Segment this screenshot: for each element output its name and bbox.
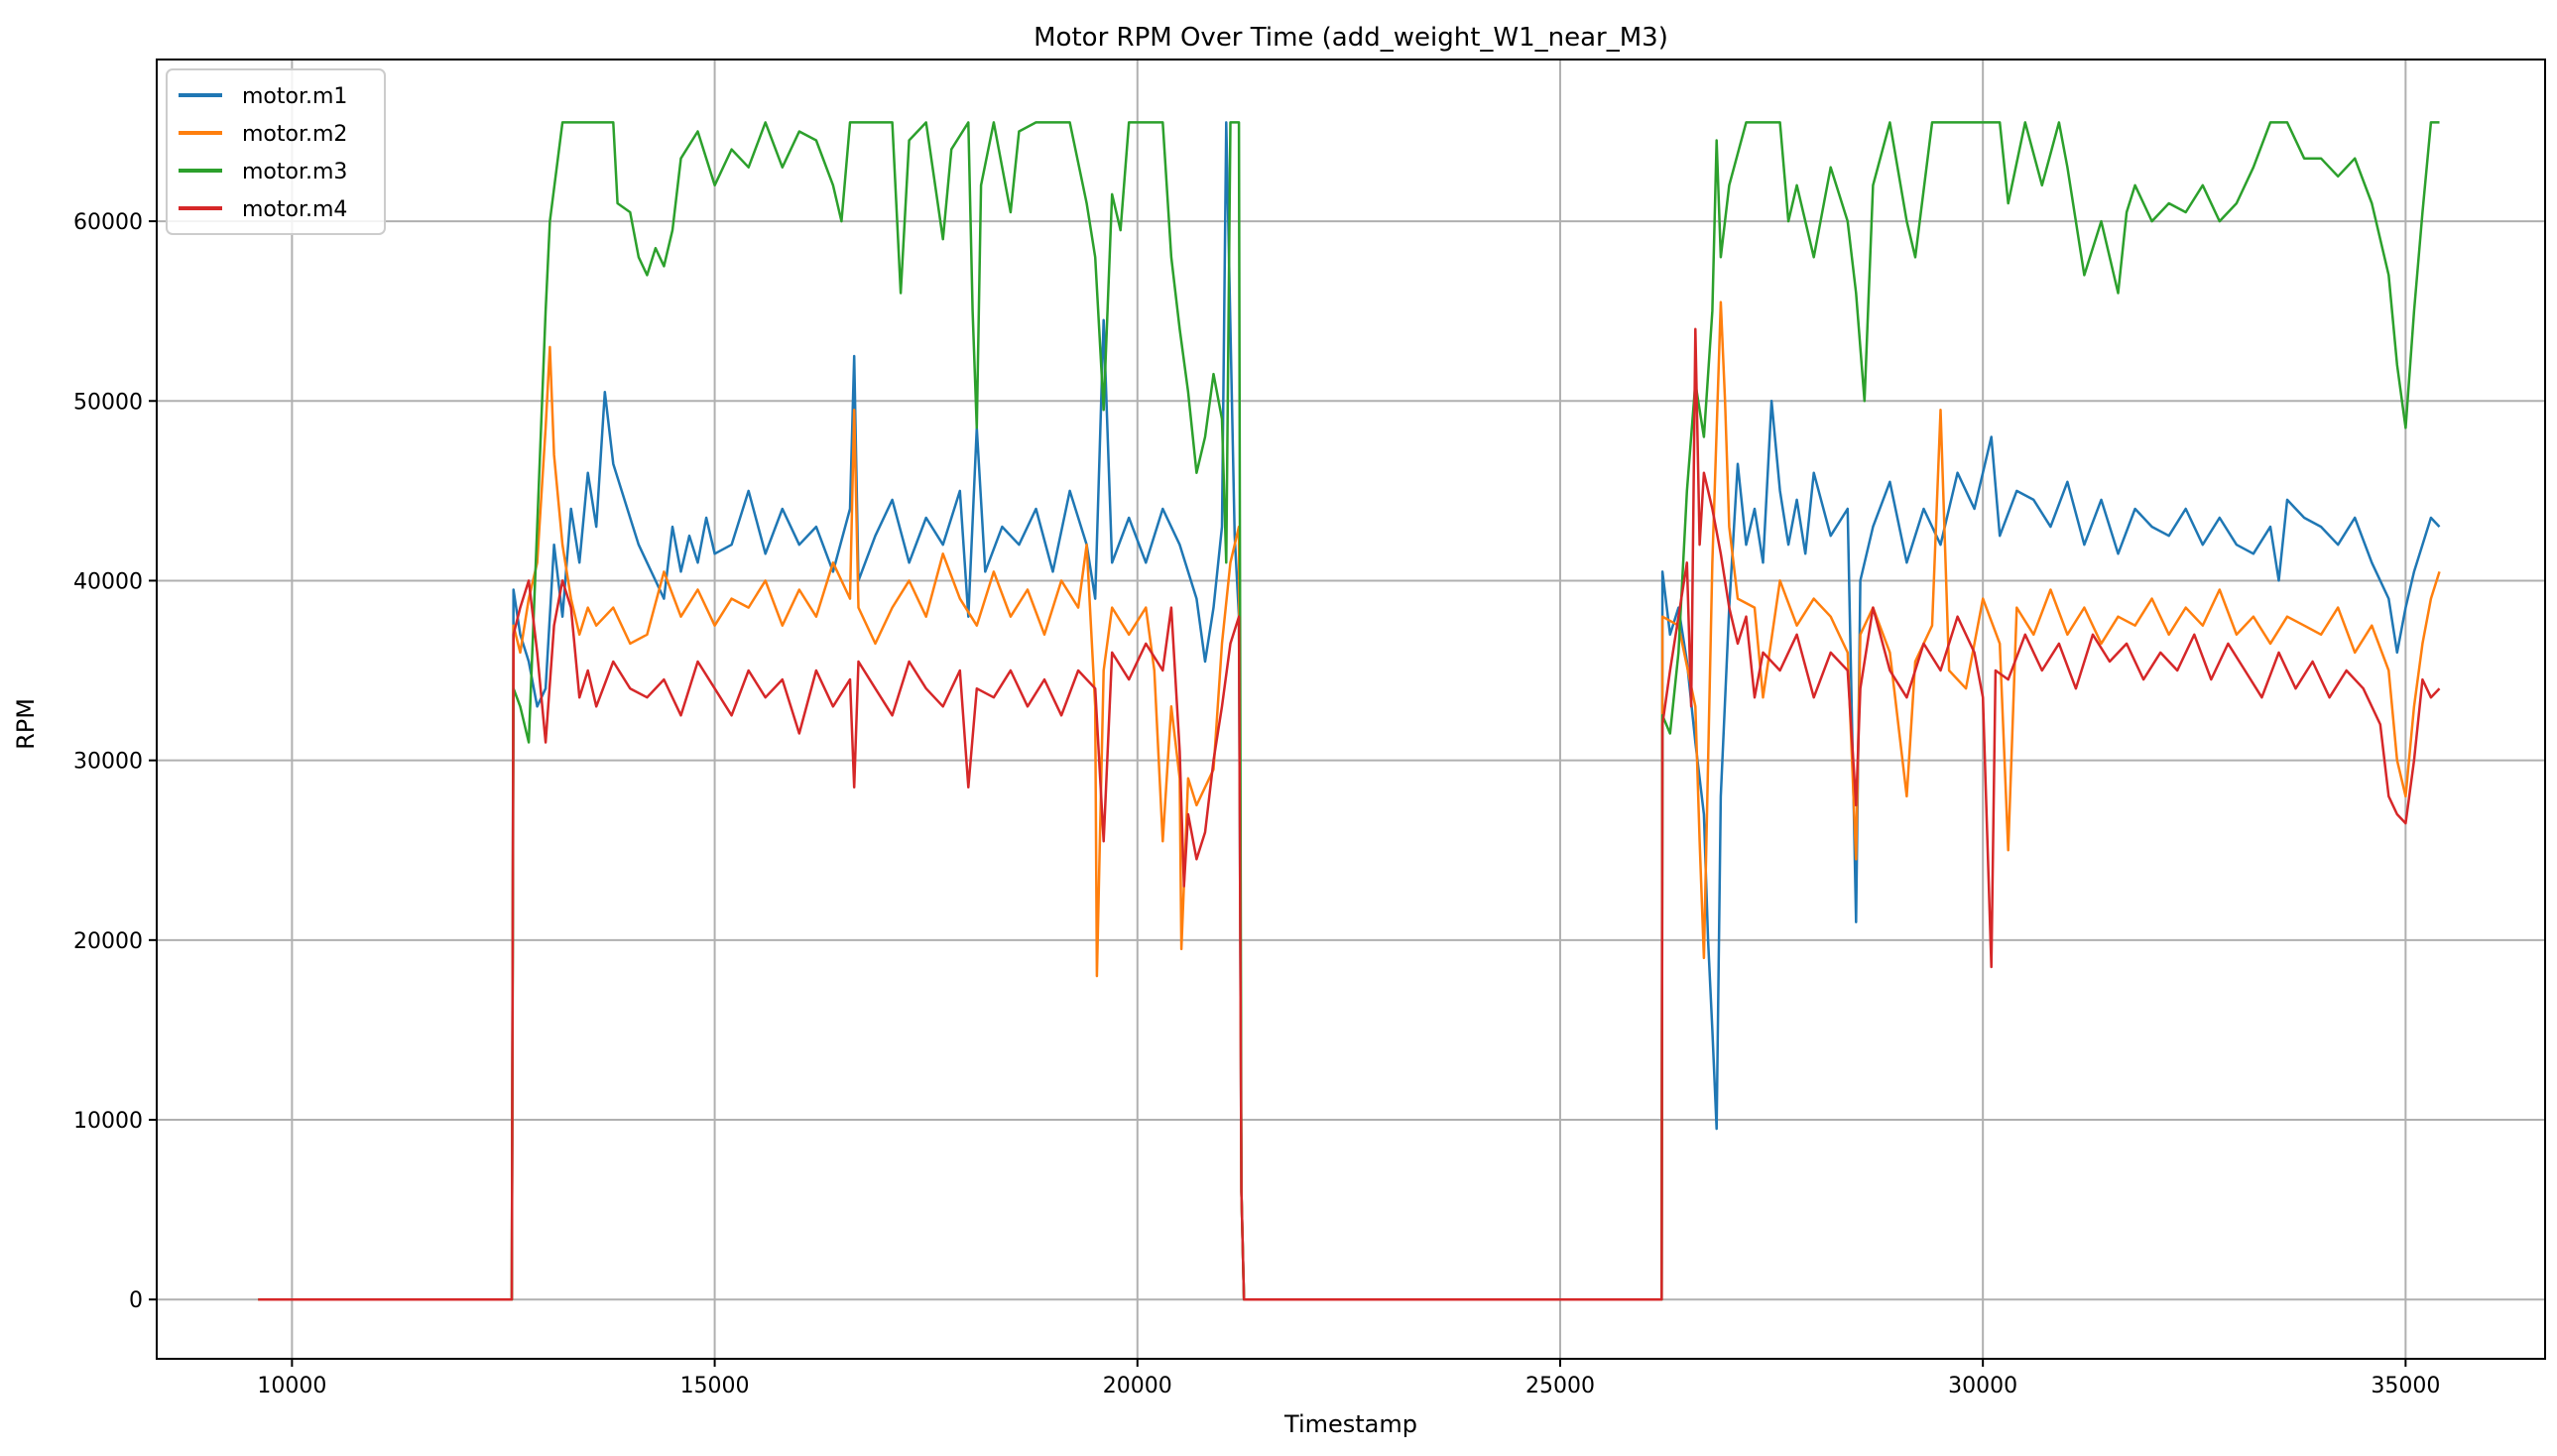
x-axis-label: Timestamp: [1283, 1410, 1417, 1438]
legend-box: [166, 68, 386, 235]
plot-frame: [156, 59, 2546, 1360]
legend-label: motor.m3: [242, 160, 347, 184]
chart-title: Motor RPM Over Time (add_weight_W1_near_…: [1034, 23, 1668, 53]
grid: [157, 60, 2545, 1359]
y-tick-label: 40000: [73, 569, 143, 594]
x-tick-label: 15000: [680, 1374, 750, 1398]
y-tick-label: 0: [129, 1288, 143, 1313]
y-tick-label: 10000: [73, 1109, 143, 1134]
series-lines: [258, 121, 2441, 1301]
y-tick-label: 30000: [73, 750, 143, 775]
y-tick-label: 60000: [73, 210, 143, 235]
y-tick-label: 20000: [73, 929, 143, 954]
legend-label: motor.m2: [242, 122, 347, 147]
x-tick-label: 35000: [2371, 1374, 2440, 1398]
y-tick-label: 50000: [73, 390, 143, 415]
series-line-motor-m2: [258, 301, 2441, 1301]
x-tick-label: 25000: [1525, 1374, 1595, 1398]
series-line-motor-m4: [258, 327, 2441, 1301]
legend-label: motor.m4: [242, 197, 347, 222]
x-tick-label: 20000: [1103, 1374, 1172, 1398]
y-axis-label: RPM: [12, 698, 40, 750]
x-tick-label: 10000: [257, 1374, 326, 1398]
series-line-motor-m3: [258, 121, 2440, 1301]
legend: motor.m1 motor.m2 motor.m3 motor.m4: [166, 68, 386, 235]
series-line-motor-m1: [258, 121, 2441, 1301]
x-tick-label: 30000: [1948, 1374, 2017, 1398]
axis-ticks: 10000 15000 20000 25000 30000 35000 0 10000 2000…: [73, 210, 2440, 1398]
legend-label: motor.m1: [242, 84, 347, 109]
